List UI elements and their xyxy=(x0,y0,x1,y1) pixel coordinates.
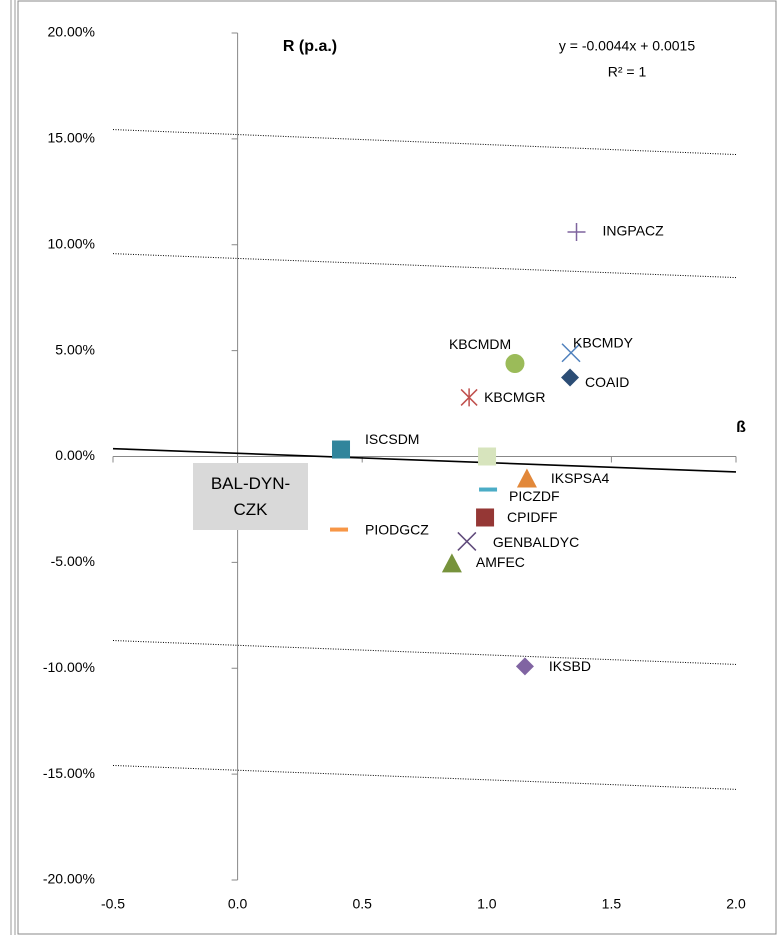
chart-border xyxy=(17,0,777,935)
point xyxy=(476,508,495,527)
x-tick-label: 0.0 xyxy=(228,896,248,912)
y-tick-label: -15.00% xyxy=(43,765,95,781)
y-tick-label: 20.00% xyxy=(48,24,95,40)
x-tick-label: 1.0 xyxy=(477,896,497,912)
y-tick-label: -10.00% xyxy=(43,659,95,675)
trend-r-squared: R² = 1 xyxy=(608,64,647,80)
y-tick-label: 15.00% xyxy=(48,130,95,146)
guide-line xyxy=(112,129,737,156)
x-tick-label: 0.5 xyxy=(352,896,372,912)
y-tick-label: -20.00% xyxy=(43,871,95,887)
point-label: IKSPSA4 xyxy=(551,470,610,486)
point xyxy=(478,447,497,466)
point-label: CPIDFF xyxy=(507,509,558,525)
point-label: PICZDF xyxy=(509,488,560,504)
x-tick-label: -0.5 xyxy=(101,896,125,912)
point-label-box: BAL-DYN-CZK xyxy=(193,463,308,530)
point-label: KBCMDY xyxy=(573,334,634,350)
point-label: INGPACZ xyxy=(603,223,665,239)
point xyxy=(460,388,478,407)
point-label: AMFEC xyxy=(476,554,525,570)
x-tick-label: 1.5 xyxy=(602,896,622,912)
point-label: GENBALDYC xyxy=(493,534,579,550)
point xyxy=(332,440,351,459)
point xyxy=(567,223,586,242)
guide-line xyxy=(112,253,737,279)
y-tick-label: 5.00% xyxy=(55,341,95,357)
trendline xyxy=(112,447,737,473)
point xyxy=(516,468,537,488)
point xyxy=(515,657,534,676)
x-axis-title: ß xyxy=(736,419,746,436)
y-tick-label: 0.00% xyxy=(55,447,95,463)
x-tick-label: 2.0 xyxy=(726,896,746,912)
y-tick-label: -5.00% xyxy=(51,553,95,569)
point-label: ISCSDM xyxy=(365,431,419,447)
point-label: PIODGCZ xyxy=(365,521,429,537)
point-label: COAID xyxy=(585,374,629,390)
point xyxy=(441,553,462,573)
y-tick-label: 10.00% xyxy=(48,235,95,251)
point-label: IKSBD xyxy=(549,658,591,674)
point xyxy=(479,487,498,492)
guide-line xyxy=(112,640,737,665)
point xyxy=(505,354,525,374)
point xyxy=(561,368,580,387)
point xyxy=(330,527,349,532)
y-axis-title: R (p.a.) xyxy=(283,38,337,55)
trend-equation: y = -0.0044x + 0.0015 xyxy=(559,38,695,54)
point xyxy=(561,343,581,363)
point-label: KBCMDM xyxy=(449,336,511,352)
point xyxy=(457,531,477,551)
point-label: KBCMGR xyxy=(484,389,545,405)
guide-line xyxy=(112,764,737,790)
